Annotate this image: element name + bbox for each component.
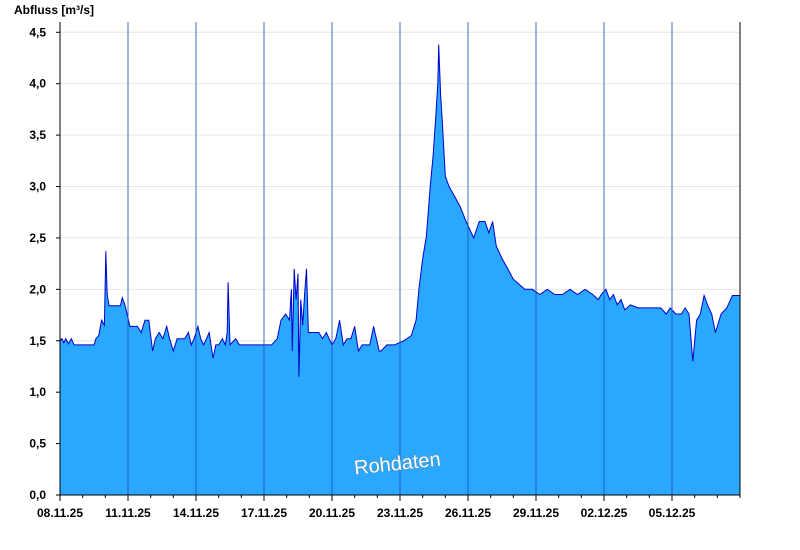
- x-tick-label: 23.11.25: [377, 506, 423, 520]
- y-tick-label: 0,5: [29, 437, 46, 451]
- x-tick-label: 08.11.25: [37, 506, 83, 520]
- axes: [56, 22, 741, 501]
- y-tick-label: 2,5: [29, 231, 46, 245]
- tick-labels: 0,0 0,5 1,0 1,5 2,0 2,5 3,0 3,5 4,0 4,5 08.11.25 11…: [29, 25, 695, 520]
- y-tick-label: 1,5: [29, 334, 46, 348]
- x-tick-label: 11.11.25: [105, 506, 151, 520]
- x-tick-label: 05.12.25: [649, 506, 696, 520]
- y-tick-label: 4,5: [29, 25, 46, 39]
- series-line: [59, 44, 740, 377]
- y-tick-label: 3,0: [29, 180, 46, 194]
- plot-series: [59, 22, 740, 495]
- y-tick-label: 2,0: [29, 282, 46, 296]
- x-tick-label: 14.11.25: [173, 506, 219, 520]
- y-tick-label: 4,0: [29, 77, 46, 91]
- x-tick-label: 20.11.25: [309, 506, 355, 520]
- x-tick-label: 17.11.25: [241, 506, 287, 520]
- y-tick-label: 0,0: [29, 488, 46, 502]
- y-tick-label: 3,5: [29, 128, 46, 142]
- x-tick-label: 29.11.25: [513, 506, 559, 520]
- x-tick-label: 02.12.25: [581, 506, 628, 520]
- y-tick-label: 1,0: [29, 385, 46, 399]
- y-axis-title: Abfluss [m³/s]: [14, 3, 94, 17]
- area-fill: [60, 44, 740, 495]
- x-tick-label: 26.11.25: [445, 506, 491, 520]
